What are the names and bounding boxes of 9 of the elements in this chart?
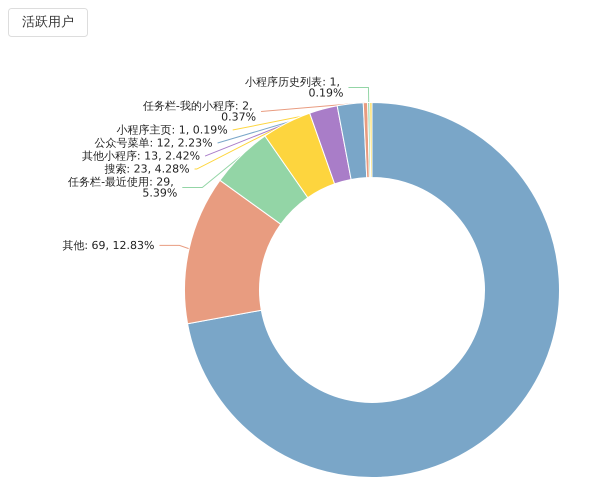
slice-label: 搜索: 23, 4.28%: [104, 162, 190, 176]
slice-label: 小程序主页: 1, 0.19%: [116, 124, 228, 137]
slice-label: 任务栏-我的小程序: 2, 0.37%: [142, 100, 256, 124]
slice-label: 公众号菜单: 12, 2.23%: [94, 136, 213, 150]
slice-label: 任务栏-最近使用: 29, 5.39%: [67, 176, 178, 200]
slice-label: 其他小程序: 13, 2.42%: [82, 150, 200, 163]
chart-title: 活跃用户: [22, 15, 74, 30]
slice-label: 其他: 69, 12.83%: [62, 238, 154, 252]
slice-label: 小程序历史列表: 1, 0.19%: [245, 76, 344, 100]
